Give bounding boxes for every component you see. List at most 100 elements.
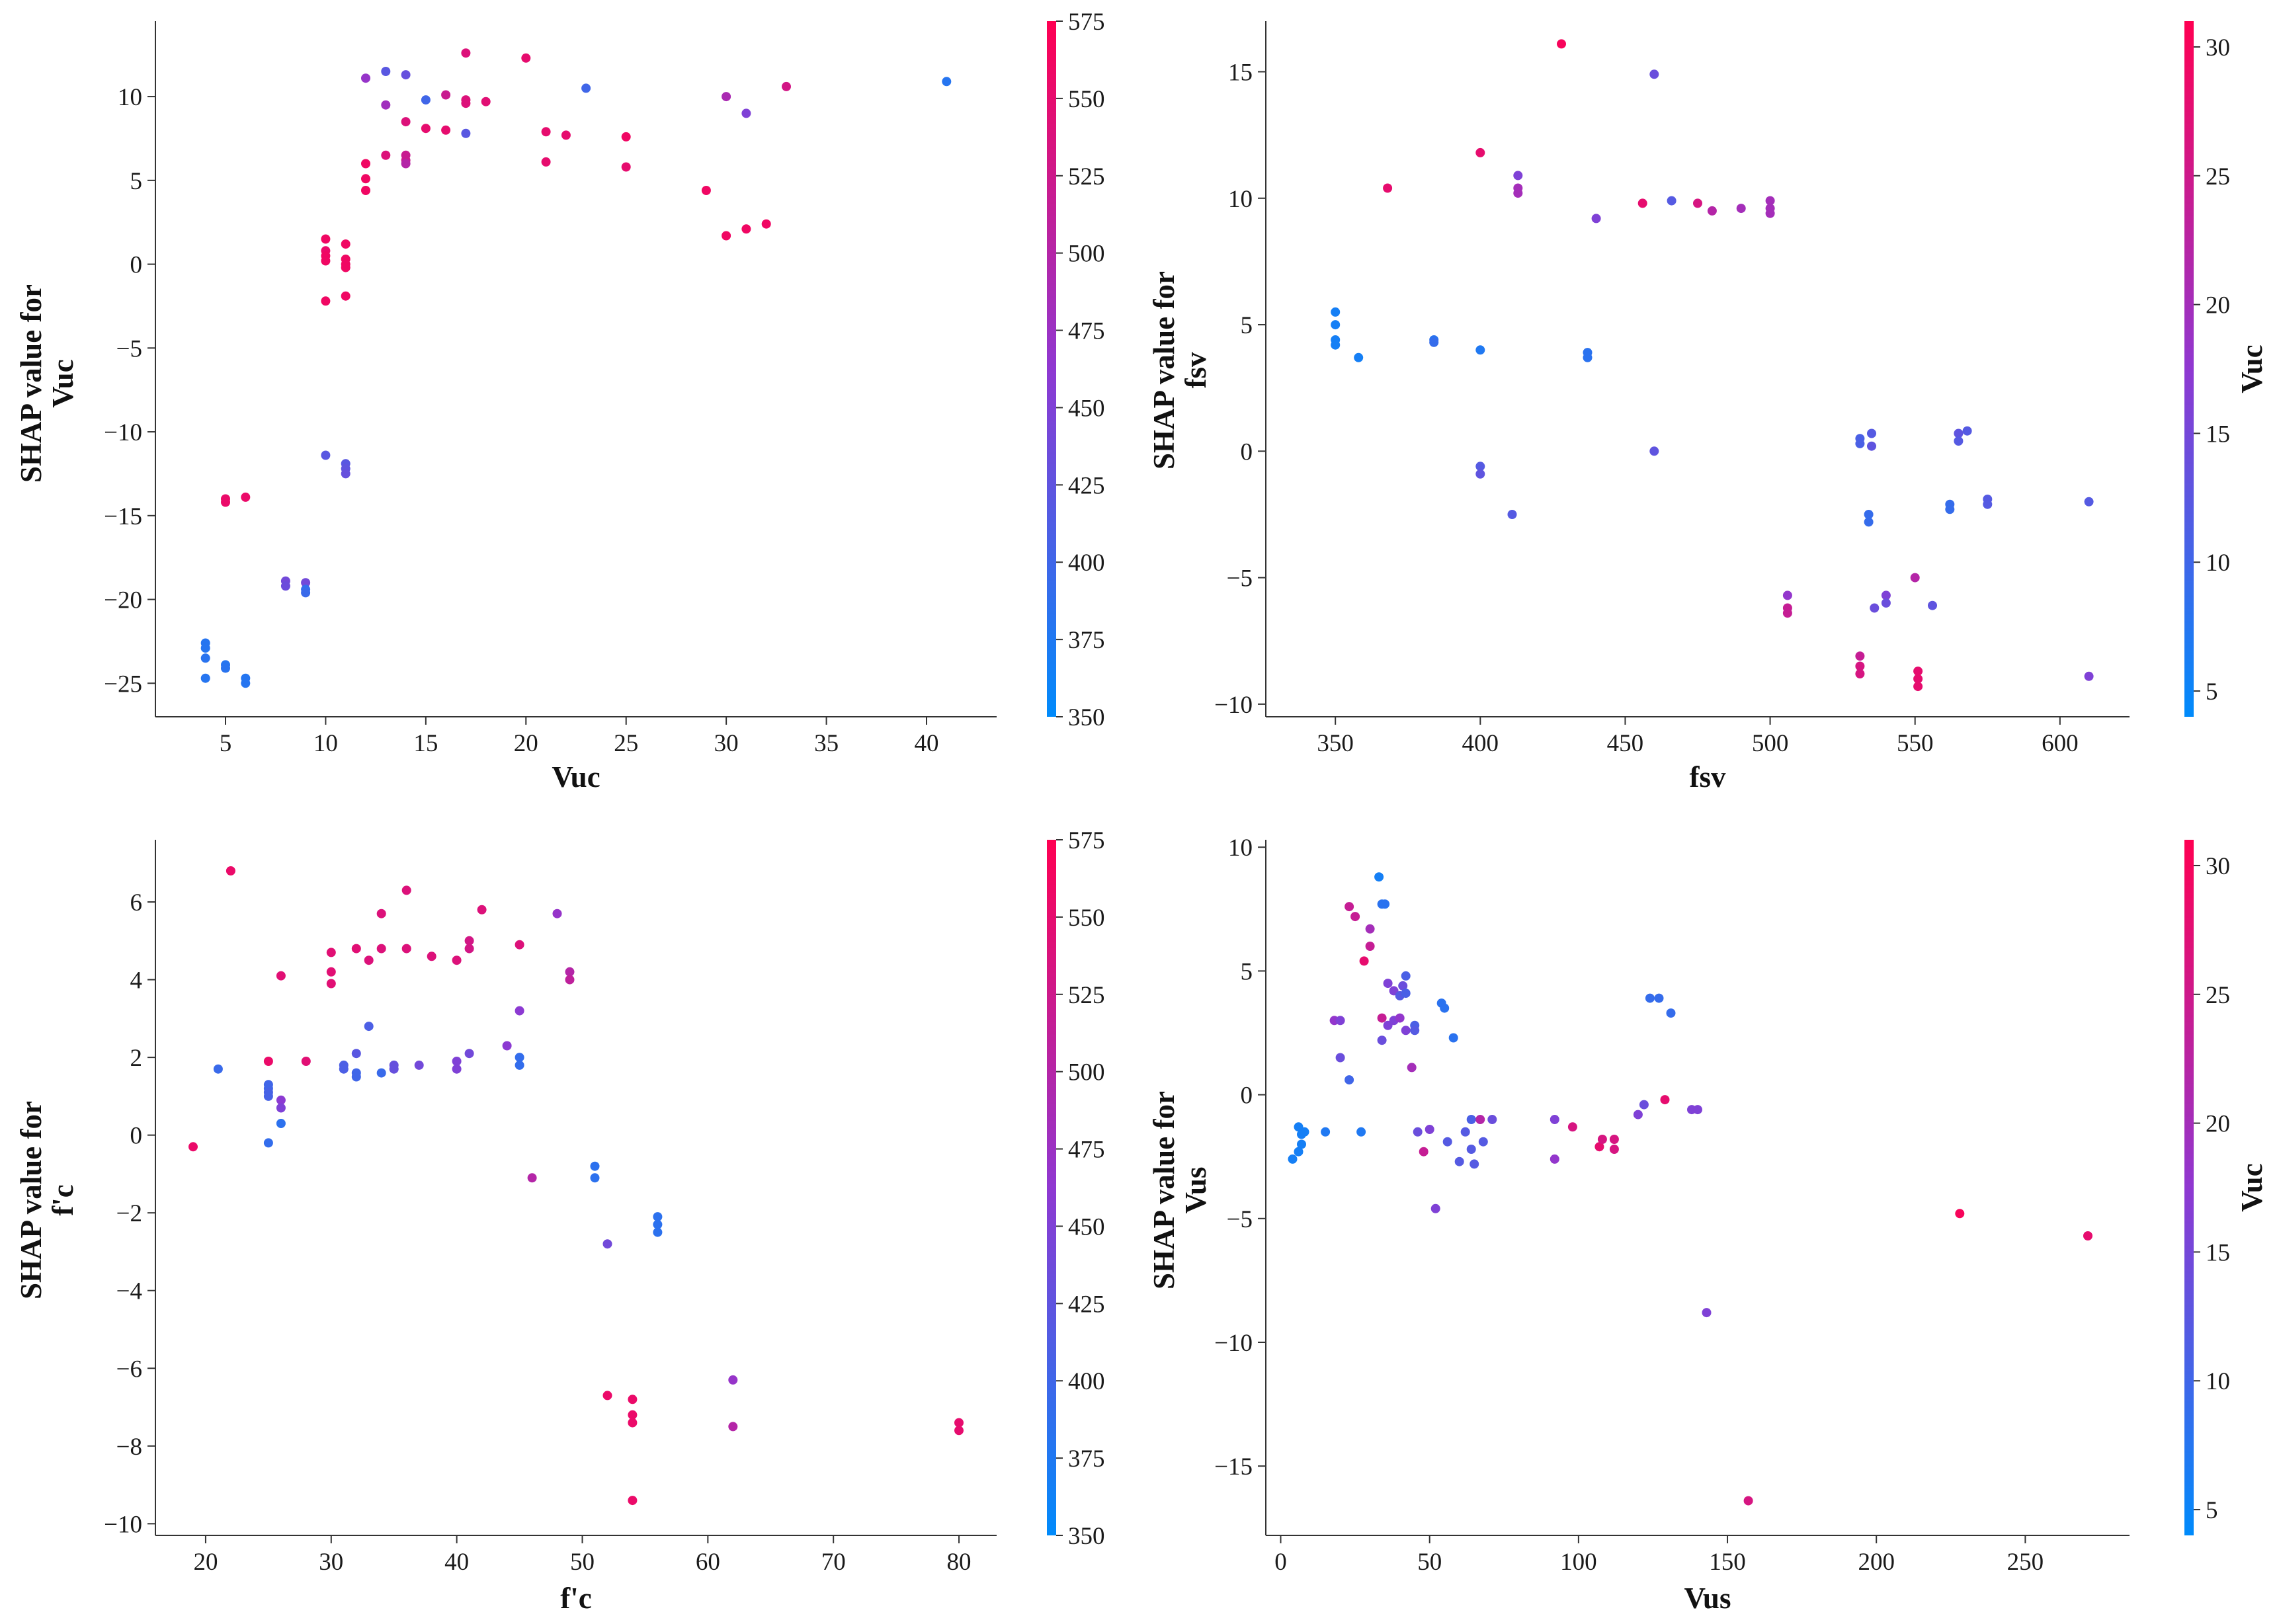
fc-data-point <box>376 1068 386 1078</box>
panel-fsv: 350 400 450 500 550 600 −10 −5 0 5 10 15 fsv SHAP … <box>1147 21 2268 793</box>
fsv-x-label: fsv <box>1690 760 1726 793</box>
vuc-y-tick-label: −5 <box>116 335 142 362</box>
fc-y-tick-label: −6 <box>116 1356 142 1383</box>
fc-data-point <box>515 940 524 950</box>
vus-data-point <box>1419 1147 1428 1157</box>
fc-data-point <box>527 1173 537 1183</box>
fsv-data-point <box>1983 499 1993 509</box>
fc-x-tick-label: 70 <box>821 1549 846 1576</box>
fc-data-point <box>565 975 575 985</box>
fsv-data-point <box>1867 428 1876 438</box>
vuc-data-point <box>280 581 290 591</box>
vus-y-tick-label: −15 <box>1214 1453 1253 1481</box>
fsv-colorbar-tick-label: 20 <box>2206 292 2230 319</box>
fsv-data-point <box>1383 183 1393 193</box>
fc-data-point <box>502 1041 512 1051</box>
fc-y-label-line1: SHAP value for <box>15 1101 48 1299</box>
vuc-colorbar-tick-label: 375 <box>1068 627 1105 654</box>
vus-data-point <box>1365 942 1375 951</box>
vuc-data-point <box>241 678 251 688</box>
vuc-y-tick-label: −10 <box>104 419 142 446</box>
fsv-data-point <box>1864 517 1874 527</box>
vuc-data-point <box>541 127 551 137</box>
vus-data-point <box>1335 1016 1345 1026</box>
vuc-colorbar-ticks: 350 375 400 425 450 475 500 525 550 575 <box>1056 9 1105 731</box>
fc-data-point <box>351 1072 361 1082</box>
vus-data-point <box>1654 993 1664 1003</box>
vuc-colorbar-tick-label: 550 <box>1068 86 1105 113</box>
fsv-data-point <box>1928 600 1937 610</box>
fsv-data-point <box>1583 352 1593 362</box>
vuc-data-point <box>722 231 731 241</box>
panel-vuc: 5 10 15 20 25 30 35 40 −25 −20 −15 −10 −5 0 5 10 Vuc S… <box>15 9 1105 793</box>
vuc-data-point <box>381 100 391 110</box>
vus-data-point <box>1401 989 1411 998</box>
fsv-y-axis: −10 −5 0 5 10 15 <box>1214 21 1266 719</box>
vus-data-point <box>1425 1125 1434 1134</box>
fsv-y-label-line2: fsv <box>1179 352 1212 388</box>
vus-x-axis: 0 50 100 150 200 250 <box>1266 1535 2130 1576</box>
fc-x-tick-label: 60 <box>696 1549 720 1576</box>
vuc-colorbar-tick-label: 425 <box>1068 472 1105 499</box>
vuc-data-point <box>321 256 331 266</box>
fsv-x-tick-label: 400 <box>1462 730 1499 757</box>
vus-data-point <box>1550 1115 1559 1124</box>
fsv-data-point <box>2084 671 2094 681</box>
vus-data-point <box>1693 1105 1702 1115</box>
vus-colorbar-tick-label: 5 <box>2206 1497 2218 1524</box>
fc-y-tick-label: 0 <box>130 1123 143 1150</box>
vuc-x-tick-label: 20 <box>514 730 538 757</box>
fc-data-point <box>276 1103 286 1113</box>
fc-colorbar-tick-label: 550 <box>1068 905 1105 932</box>
vus-data-point <box>2083 1231 2092 1240</box>
fc-data-point <box>414 1060 424 1070</box>
fc-colorbar-tick-label: 375 <box>1068 1445 1105 1473</box>
fsv-data-point <box>1765 196 1775 206</box>
fsv-colorbar-tick-label: 30 <box>2206 34 2230 61</box>
fsv-data-point <box>1954 436 1964 446</box>
fc-data-point <box>602 1391 612 1401</box>
vus-data-point <box>1377 1035 1387 1045</box>
vus-data-point <box>1430 1203 1440 1213</box>
vus-data-point <box>1743 1496 1753 1506</box>
fc-y-tick-label: 6 <box>130 889 143 916</box>
vuc-x-label: Vuc <box>552 760 600 793</box>
fsv-data-point <box>2084 497 2094 507</box>
vuc-y-label-line2: Vuc <box>46 359 79 407</box>
vus-data-point <box>1466 1145 1476 1154</box>
fc-colorbar-tick-label: 575 <box>1068 827 1105 854</box>
vuc-data-point <box>381 67 391 76</box>
fc-data-point <box>401 944 411 954</box>
fsv-data-point <box>1855 651 1865 661</box>
vus-data-point <box>1440 1003 1450 1013</box>
fsv-data-point <box>1707 206 1717 216</box>
fsv-y-tick-label: −10 <box>1214 692 1253 719</box>
vus-x-tick-label: 0 <box>1274 1549 1287 1576</box>
vuc-data-point <box>341 239 351 249</box>
fc-data-point <box>301 1057 311 1066</box>
vus-points <box>1288 872 2092 1506</box>
fsv-data-point <box>1881 598 1891 608</box>
vus-y-label-line1: SHAP value for <box>1147 1091 1180 1289</box>
fc-y-label-line2: f'c <box>46 1184 79 1215</box>
fc-x-tick-label: 80 <box>947 1549 972 1576</box>
fsv-y-tick-label: 15 <box>1228 60 1253 87</box>
fc-data-point <box>590 1161 600 1171</box>
vus-y-tick-label: −5 <box>1227 1206 1253 1233</box>
fc-data-point <box>276 1095 286 1105</box>
fsv-x-axis: 350 400 450 500 550 600 <box>1266 716 2130 757</box>
vuc-data-point <box>301 578 311 588</box>
vuc-data-point <box>461 99 471 108</box>
fsv-data-point <box>1864 510 1874 519</box>
fsv-data-point <box>1513 188 1523 198</box>
vus-data-point <box>1401 1026 1411 1035</box>
fc-colorbar-ticks: 350 375 400 425 450 475 500 525 550 575 <box>1056 827 1105 1550</box>
vus-data-point <box>1633 1110 1643 1119</box>
vuc-data-point <box>621 162 631 172</box>
fsv-data-point <box>1475 469 1485 479</box>
fc-x-tick-label: 20 <box>193 1549 218 1576</box>
panel-vus: 0 50 100 150 200 250 −15 −10 −5 0 5 10 Vus SHAP va… <box>1147 834 2268 1615</box>
panel-fc: 20 30 40 50 60 70 80 −10 −8 −6 −4 −2 0 2 4 6 f'c SHAP … <box>15 827 1105 1615</box>
vus-data-point <box>1454 1157 1464 1166</box>
fc-data-point <box>565 967 575 977</box>
